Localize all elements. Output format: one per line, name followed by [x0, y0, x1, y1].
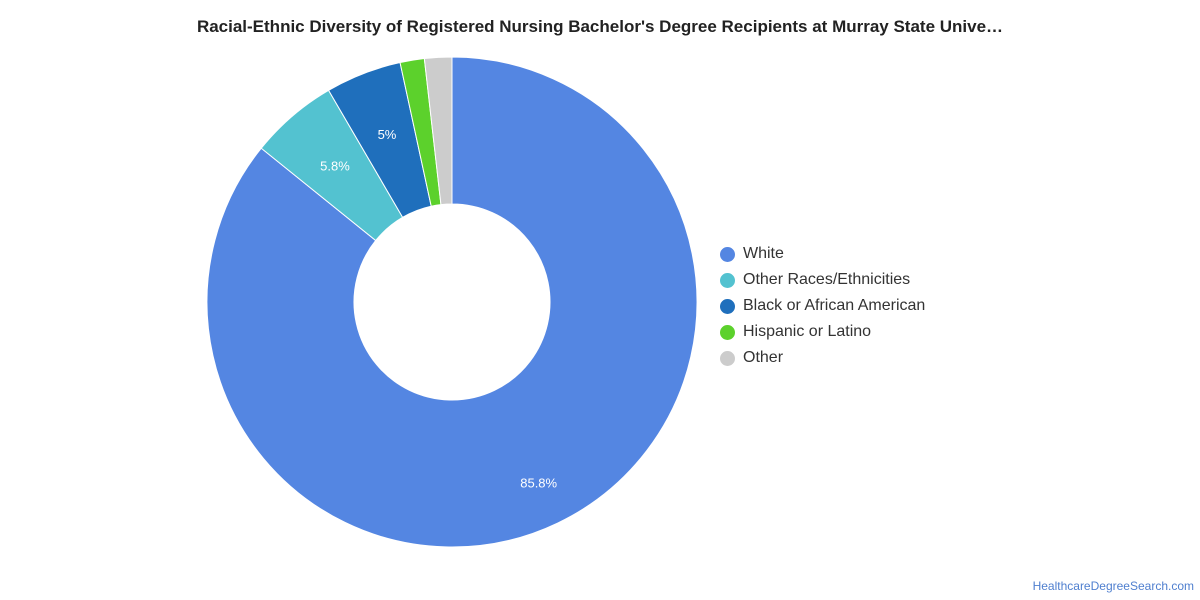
legend-swatch	[720, 298, 735, 314]
chart-title: Racial-Ethnic Diversity of Registered Nu…	[196, 17, 1004, 36]
legend-label: Other Races/Ethnicities	[743, 271, 911, 288]
legend-label: Other	[743, 349, 784, 366]
legend-item-black-or-african-american[interactable]: Black or African American	[720, 293, 925, 319]
legend-label: Hispanic or Latino	[743, 323, 872, 340]
legend-label: Black or African American	[743, 297, 926, 314]
legend-item-other[interactable]: Other	[720, 345, 925, 371]
source-link[interactable]: HealthcareDegreeSearch.com	[1032, 579, 1194, 593]
slice-label-black-or-african-american: 5%	[378, 127, 397, 142]
legend-swatch	[720, 246, 735, 262]
slice-label-other-races-ethnicities: 5.8%	[320, 158, 350, 173]
legend-swatch	[720, 324, 735, 340]
slice-white[interactable]	[206, 56, 698, 548]
legend-item-other-races-ethnicities[interactable]: Other Races/Ethnicities	[720, 267, 925, 293]
slices-group	[206, 56, 698, 548]
legend-item-white[interactable]: White	[720, 241, 925, 267]
slice-label-white: 85.8%	[520, 476, 557, 491]
labels-group: 85.8% 5.8% 5%	[320, 127, 557, 491]
legend: White Other Races/Ethnicities Black or Afr…	[720, 241, 925, 371]
legend-swatch	[720, 272, 735, 288]
legend-item-hispanic-or-latino[interactable]: Hispanic or Latino	[720, 319, 925, 345]
slice-other[interactable]	[423, 56, 453, 206]
legend-swatch	[720, 350, 735, 366]
legend-label: White	[743, 245, 784, 262]
